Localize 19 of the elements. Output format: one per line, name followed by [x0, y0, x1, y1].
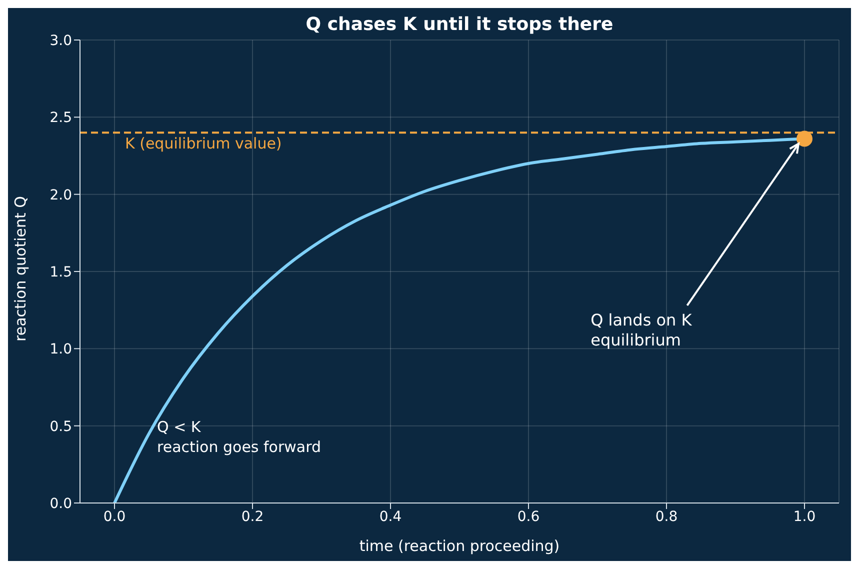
x-axis-title: time (reaction proceeding) [359, 537, 560, 555]
ref-line-label: K (equilibrium value) [125, 134, 282, 152]
annotation: Q lands on K equilibrium [590, 310, 692, 350]
y-tick-label: 0.0 [50, 496, 72, 512]
annotation: Q < K reaction goes forward [157, 418, 322, 456]
x-tick-label: 0.8 [655, 508, 678, 525]
y-tick-label: 3.0 [50, 32, 72, 49]
y-tick-label: 2.5 [50, 110, 72, 126]
x-tick-label: 0.4 [379, 508, 402, 525]
x-tick-label: 0.2 [241, 508, 264, 525]
chart-title: Q chases K until it stops there [306, 14, 614, 35]
y-tick-label: 1.5 [50, 264, 72, 280]
y-tick-label: 0.5 [50, 418, 72, 435]
x-tick-label: 0.6 [517, 508, 540, 525]
y-tick-label: 2.0 [50, 187, 72, 204]
x-tick-label: 1.0 [793, 508, 816, 525]
y-axis-title: reaction quotient Q [11, 196, 30, 342]
x-tick-label: 0.0 [103, 508, 126, 525]
y-tick-label: 1.0 [50, 342, 72, 358]
